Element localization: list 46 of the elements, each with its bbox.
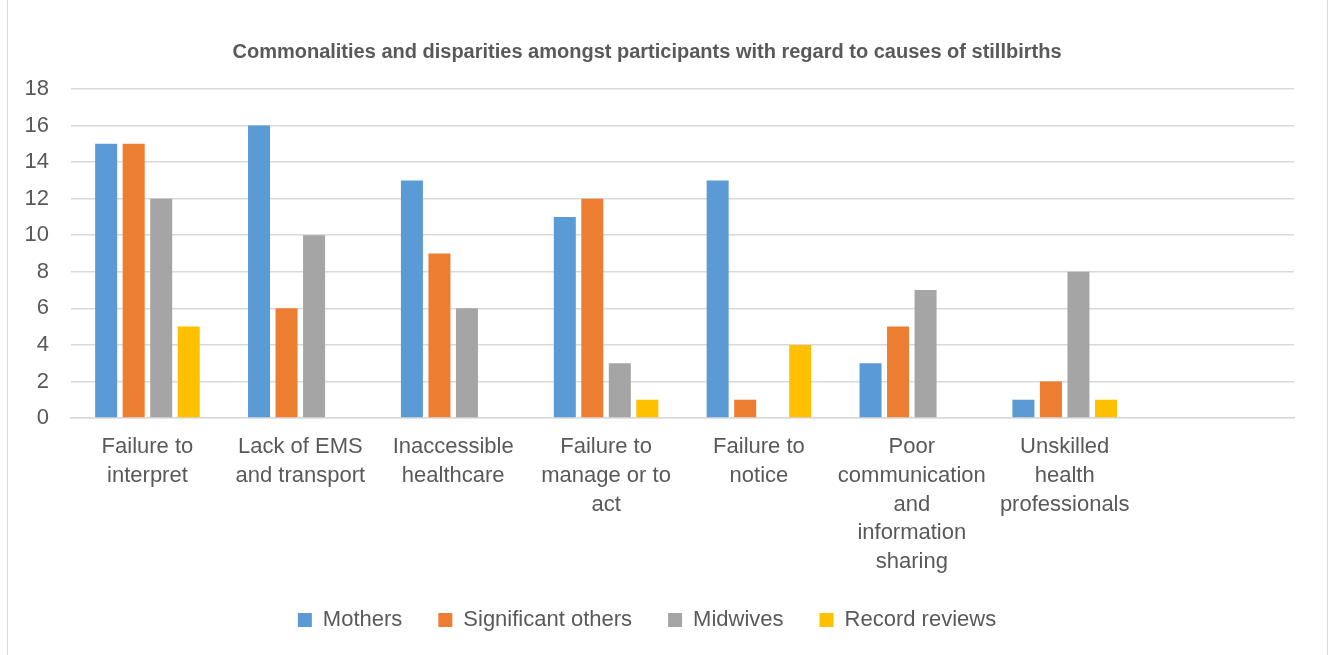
bar	[303, 235, 326, 418]
bar	[428, 253, 451, 418]
x-tick-label: Unskilled health professionals	[999, 433, 1130, 516]
bar	[636, 399, 659, 418]
bar	[608, 363, 631, 418]
y-tick-label: 0	[36, 404, 49, 430]
x-tick-label: Lack of EMS and transport	[235, 433, 366, 487]
x-tick-label: Failure to notice	[713, 433, 805, 487]
bar	[1094, 399, 1117, 418]
bar	[706, 180, 729, 418]
y-tick-label: 12	[24, 184, 49, 210]
y-tick-label: 16	[24, 111, 49, 137]
bar	[122, 143, 145, 418]
bar	[734, 399, 757, 418]
legend-label: Mothers	[322, 606, 403, 632]
bar	[1067, 271, 1090, 418]
bar	[400, 180, 423, 418]
bar	[150, 198, 173, 418]
bar	[455, 308, 478, 418]
bar	[1039, 381, 1062, 418]
x-tick-label: Inaccessible healthcare	[392, 433, 514, 487]
bar	[789, 344, 812, 418]
y-tick-label: 10	[24, 221, 49, 247]
bar	[859, 363, 882, 418]
y-tick-label: 14	[24, 148, 49, 174]
bar	[95, 143, 118, 418]
bar	[581, 198, 604, 418]
y-tick-label: 8	[36, 257, 49, 283]
bar	[887, 326, 910, 418]
bar	[275, 308, 298, 418]
legend-label: Record reviews	[844, 606, 997, 632]
bar	[553, 216, 576, 418]
chart-title: Commonalities and disparities amongst participants with regard to causes of stillbirths	[232, 39, 1062, 62]
y-tick-label: 6	[36, 294, 49, 320]
x-tick-label: Failure to manage or to act	[541, 433, 671, 516]
x-tick-label: Failure to interpret	[101, 433, 194, 487]
bar	[248, 125, 271, 418]
legend-label: Significant others	[463, 606, 633, 632]
legend-label: Midwives	[693, 606, 784, 632]
bar	[177, 326, 200, 418]
bar	[914, 290, 937, 418]
y-tick-label: 2	[36, 367, 49, 393]
x-tick-label: Poor communication and information sharing	[837, 433, 986, 573]
y-tick-label: 4	[36, 330, 49, 356]
y-tick-label: 18	[24, 75, 49, 101]
bar	[1012, 399, 1035, 418]
